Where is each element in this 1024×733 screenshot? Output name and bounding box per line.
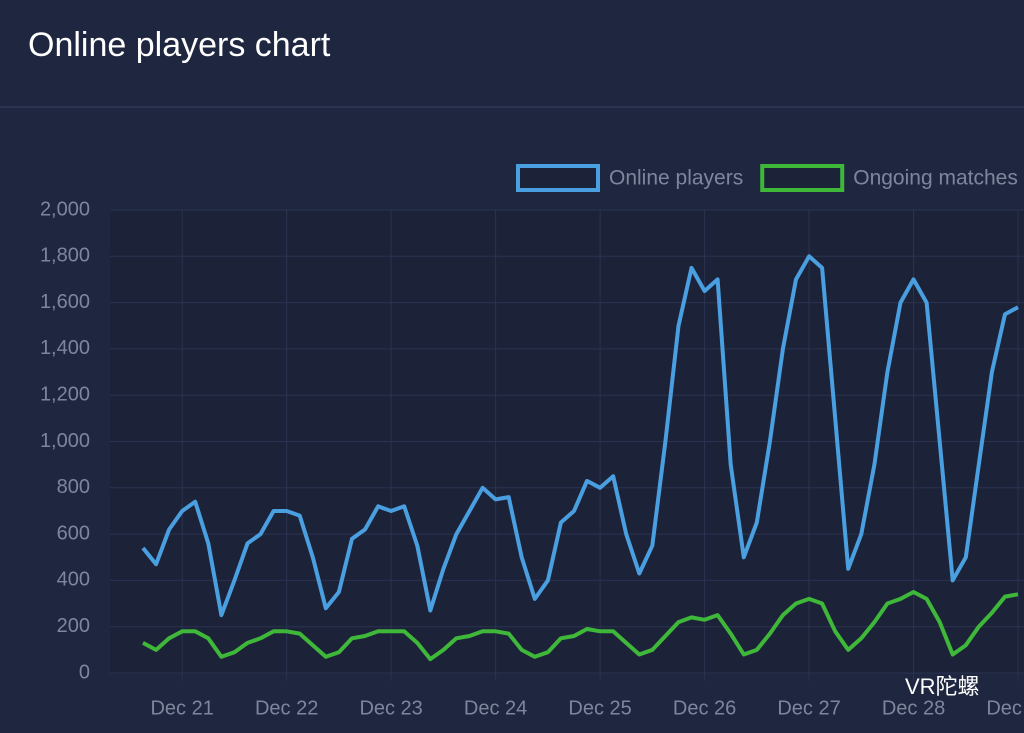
x-tick-label: Dec 23 [359,697,422,719]
x-tick-label: Dec 27 [777,697,840,719]
x-tick-label: Dec 28 [882,697,945,719]
y-tick-label: 600 [57,522,90,544]
y-tick-label: 400 [57,569,90,591]
y-tick-label: 1,600 [40,291,90,313]
y-tick-label: 800 [57,476,90,498]
legend-label: Ongoing matches [853,167,1018,190]
y-tick-label: 1,800 [40,245,90,267]
watermark: VR陀螺 [905,674,980,699]
y-tick-label: 0 [79,661,90,683]
x-tick-label: Dec 21 [150,697,213,719]
legend: Online players Ongoing matches [516,164,1018,192]
x-tick-label: Dec 25 [568,697,631,719]
legend-label: Online players [609,167,743,190]
series-line [142,590,1019,662]
y-tick-label: 1,400 [40,337,90,359]
y-tick-label: 200 [57,615,90,637]
x-tick-label: Dec 29 [986,697,1024,719]
x-tick-label: Dec 24 [464,697,527,719]
series-line [141,254,1019,618]
legend-swatch [760,164,845,192]
y-tick-label: 1,000 [40,430,90,452]
chart-title: Online players chart [28,26,331,64]
legend-swatch [516,164,600,192]
x-tick-label: Dec 26 [673,697,736,719]
x-tick-label: Dec 22 [255,697,318,719]
y-tick-label: 2,000 [40,198,90,220]
y-tick-label: 1,200 [40,383,90,405]
grid: 0 200 400 600 800 1,000 1,200 1,400 1,600 1,800 2,… [40,198,1024,719]
plot [141,254,1019,662]
